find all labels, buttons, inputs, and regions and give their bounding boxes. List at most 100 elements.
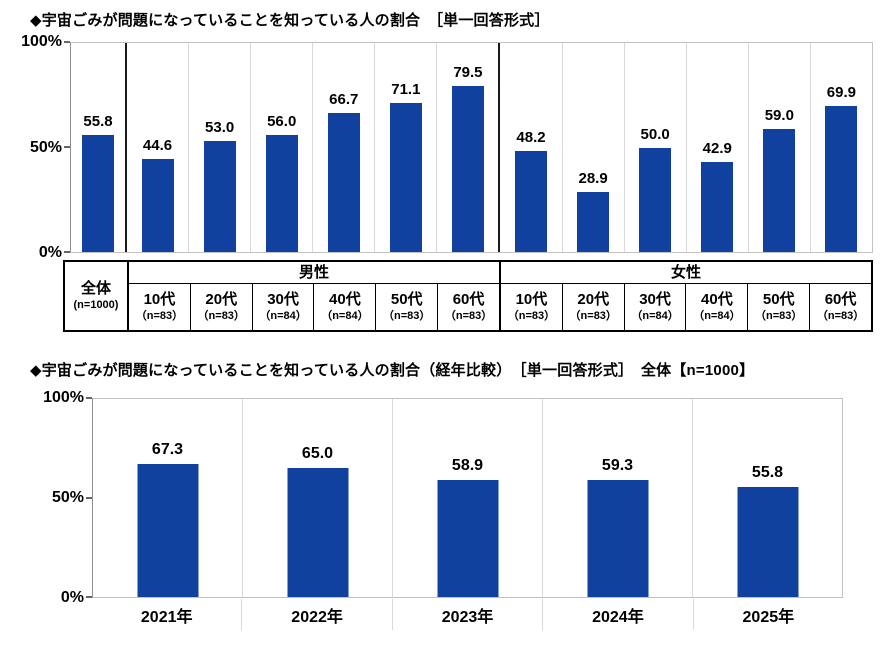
- chart2-bar: [737, 486, 798, 597]
- chart1-bar: [327, 112, 360, 252]
- chart2-column-2024年: 59.3: [543, 399, 693, 597]
- chart1-bar: [203, 141, 236, 252]
- chart1-column-male-60代: 79.5: [437, 43, 501, 252]
- table-cell-50代: 50代 （n=83）: [748, 284, 811, 330]
- table-n-label: （n=84）: [693, 310, 741, 323]
- table-n-label: （n=83）: [755, 310, 803, 323]
- chart1-column-male-40代: 66.7: [313, 43, 376, 252]
- chart2-bar: [587, 479, 648, 597]
- chart1-bar: [825, 105, 858, 252]
- chart1-column-female-60代: 69.9: [811, 43, 872, 252]
- chart1-column-male-30代: 56.0: [251, 43, 314, 252]
- chart2-title: ◆宇宙ごみが問題になっていることを知っている人の割合（経年比較） ［単一回答形式…: [30, 362, 755, 379]
- table-age-label: 20代: [577, 291, 610, 309]
- table-n-label: （n=83）: [197, 310, 245, 323]
- chart1-value-label: 28.9: [578, 169, 608, 187]
- chart1-column-male-20代: 53.0: [189, 43, 252, 252]
- table-cell-40代: 40代 （n=84）: [686, 284, 749, 330]
- chart2-value-label: 59.3: [601, 456, 634, 474]
- chart2-tickmark-50: [86, 497, 92, 499]
- table-cell-30代: 30代 （n=84）: [253, 284, 315, 330]
- chart2-column-2023年: 58.9: [393, 399, 543, 597]
- chart1-value-label: 44.6: [142, 136, 173, 154]
- chart1-value-label: 50.0: [640, 125, 670, 143]
- chart2-column-2021年: 67.3: [93, 399, 243, 597]
- chart1-value-label: 71.1: [391, 81, 421, 99]
- chart1-tickmark-100: [64, 41, 70, 43]
- chart2-plot: 67.3 65.0 58.9 59.3 55.8: [92, 398, 843, 598]
- chart2-value-label: 58.9: [451, 457, 484, 475]
- chart1-bar: [639, 147, 672, 252]
- chart1-column-female-50代: 59.0: [749, 43, 811, 252]
- table-age-label: 30代: [267, 291, 299, 309]
- table-cell-40代: 40代 （n=84）: [314, 284, 377, 330]
- chart1-tickmark-0: [64, 251, 70, 253]
- chart2-bar: [437, 480, 498, 597]
- table-age-label: 20代: [205, 291, 238, 309]
- table-cell-30代: 30代 （n=84）: [625, 284, 687, 330]
- table-n-label: （n=84）: [321, 310, 369, 323]
- chart1-plot: 55.8 44.6 53.0 56.0 66.7 71.1 79.5 48.2 28.9 50.0…: [70, 42, 873, 253]
- chart2-x-label-2024年: 2024年: [543, 599, 694, 630]
- chart2-value-label: 55.8: [751, 463, 784, 481]
- table-group-male: 男性 10代 （n=83） 20代 （n=83） 30代 （n=84） 40代 （n=84） 50…: [129, 262, 501, 330]
- table-age-label: 60代: [824, 291, 857, 309]
- chart1-value-label: 42.9: [702, 140, 732, 158]
- table-cell-total: 全体 (n=1000): [65, 262, 129, 330]
- chart1-ytick-100: 100%: [21, 33, 62, 50]
- table-group-cells: 10代 （n=83） 20代 （n=83） 30代 （n=84） 40代 （n=84） 50代（…: [129, 284, 499, 330]
- chart1-bar: [515, 151, 547, 252]
- chart1-ytick-0: 0%: [38, 244, 62, 261]
- chart1-column-female-20代: 28.9: [563, 43, 625, 252]
- chart1-bar: [265, 134, 298, 252]
- chart1-bar: [141, 158, 174, 252]
- table-cell-10代: 10代 （n=83）: [501, 284, 563, 330]
- chart2-ytick-50: 50%: [51, 489, 84, 506]
- table-age-label: 50代: [762, 291, 795, 309]
- chart1-value-label: 59.0: [764, 106, 794, 124]
- table-group-header: 男性: [129, 262, 499, 284]
- table-group-female: 女性 10代 （n=83） 20代 （n=83） 30代 （n=84） 40代 （n=84） 50…: [501, 262, 871, 330]
- chart1-bar: [763, 128, 796, 252]
- chart2-column-2025年: 55.8: [693, 399, 842, 597]
- chart2-value-label: 65.0: [301, 445, 334, 463]
- table-n-label: （n=84）: [259, 310, 307, 323]
- table-n-label: （n=83）: [507, 310, 556, 323]
- table-n-label: （n=83）: [383, 310, 431, 323]
- table-cell-10代: 10代 （n=83）: [129, 284, 191, 330]
- chart1-column-male-10代: 44.6: [127, 43, 190, 252]
- table-n-label: （n=83）: [135, 310, 184, 323]
- chart2-value-label: 67.3: [151, 440, 184, 458]
- chart1-bar: [389, 103, 422, 252]
- chart1-column-female-40代: 42.9: [687, 43, 749, 252]
- table-age-label: 10代: [515, 291, 548, 309]
- chart2-bar: [287, 468, 348, 597]
- table-cell-20代: 20代 （n=83）: [563, 284, 625, 330]
- chart1-value-label: 53.0: [205, 119, 235, 137]
- chart2-tickmark-0: [86, 596, 92, 598]
- chart1-title: ◆宇宙ごみが問題になっていることを知っている人の割合 ［単一回答形式］: [30, 12, 550, 29]
- chart2-x-label-2023年: 2023年: [393, 599, 544, 630]
- table-age-label: 60代: [452, 291, 485, 309]
- table-n-label: （n=83）: [569, 310, 617, 323]
- chart1-column-female-10代: 48.2: [500, 43, 563, 252]
- table-total-label: 全体: [80, 279, 111, 297]
- table-age-label: 30代: [639, 291, 671, 309]
- table-group-cells: 10代 （n=83） 20代 （n=83） 30代 （n=84） 40代 （n=84） 50代（…: [501, 284, 871, 330]
- chart1-ytick-50: 50%: [29, 139, 62, 156]
- table-age-label: 10代: [143, 291, 176, 309]
- chart1-column-male-50代: 71.1: [375, 43, 438, 252]
- table-cell-60代: 60代 （n=83）: [438, 284, 499, 330]
- chart1-bar: [451, 85, 484, 252]
- chart2-column-2022年: 65.0: [243, 399, 393, 597]
- table-n-label: （n=83）: [444, 310, 493, 323]
- chart1-bar: [577, 191, 610, 252]
- chart2-x-label-2025年: 2025年: [742, 608, 795, 626]
- chart1-tickmark-50: [64, 146, 70, 148]
- chart2-ytick-0: 0%: [60, 589, 84, 606]
- chart1-bar: [82, 135, 114, 252]
- table-group-header: 女性: [501, 262, 871, 284]
- chart1-value-label: 48.2: [516, 129, 546, 147]
- table-age-label: 50代: [390, 291, 423, 309]
